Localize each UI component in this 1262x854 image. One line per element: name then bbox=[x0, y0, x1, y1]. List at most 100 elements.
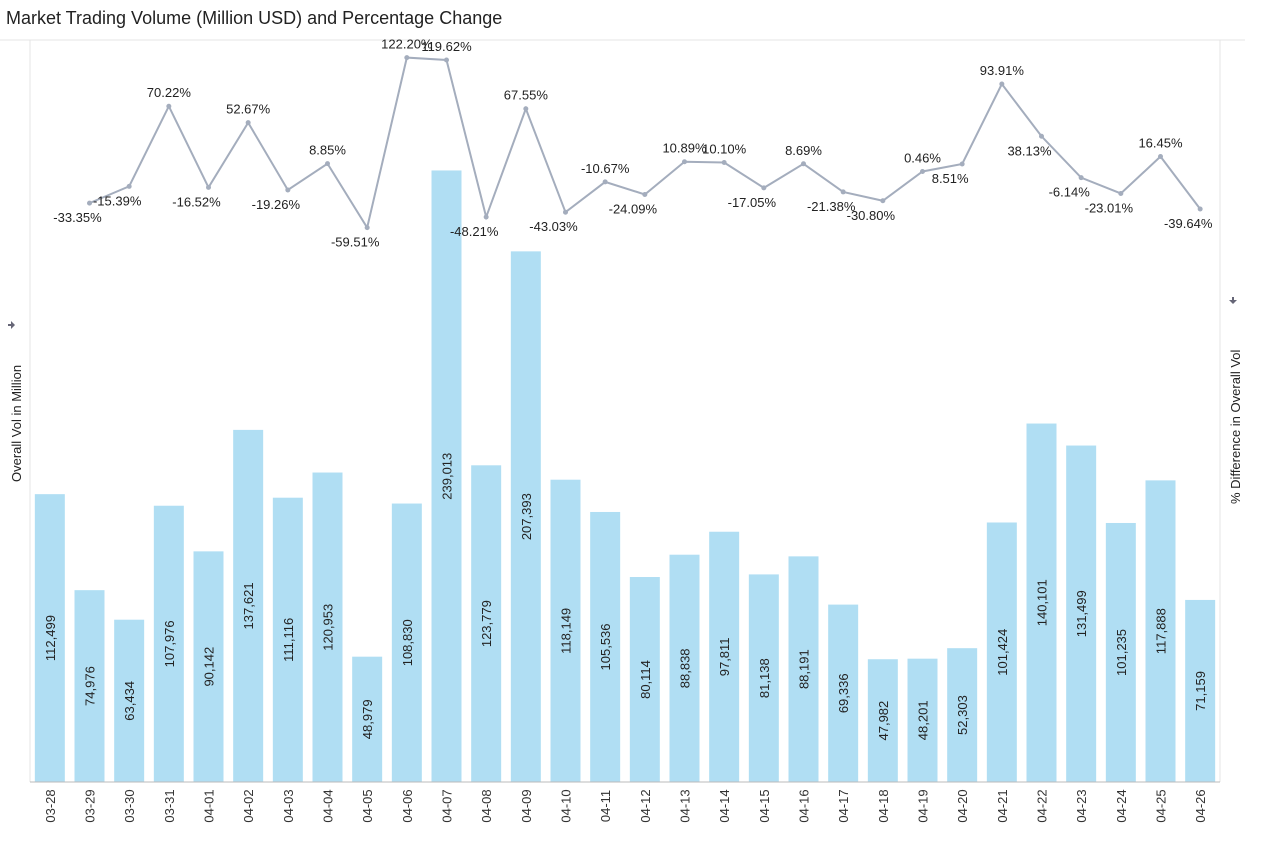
x-tick-label: 04-20 bbox=[955, 789, 970, 822]
line-point bbox=[245, 120, 251, 126]
bar bbox=[233, 429, 264, 782]
x-tick-label: 04-23 bbox=[1074, 789, 1089, 822]
x-tick-label: 04-02 bbox=[241, 789, 256, 822]
line-value-label: 0.46% bbox=[904, 151, 941, 166]
bar bbox=[391, 503, 422, 782]
line-point bbox=[166, 103, 172, 109]
bar-value-label: 48,201 bbox=[916, 700, 931, 740]
bar-value-label: 137,621 bbox=[241, 582, 256, 629]
x-tick-label: 04-05 bbox=[360, 789, 375, 822]
chart-title: Market Trading Volume (Million USD) and … bbox=[6, 8, 502, 28]
line-point bbox=[840, 189, 846, 195]
bar-value-label: 101,424 bbox=[995, 629, 1010, 676]
line-point bbox=[880, 198, 886, 204]
line-value-label: 16.45% bbox=[1138, 136, 1183, 151]
x-tick-label: 04-10 bbox=[559, 789, 574, 822]
line-point bbox=[364, 225, 370, 231]
bar bbox=[312, 472, 343, 782]
line-point bbox=[126, 183, 132, 189]
x-tick-label: 04-03 bbox=[281, 789, 296, 822]
line-value-label: 8.85% bbox=[309, 143, 346, 158]
line-value-label: 8.69% bbox=[785, 143, 822, 158]
x-tick-label: 04-08 bbox=[479, 789, 494, 822]
line-point bbox=[999, 81, 1005, 87]
line-point bbox=[642, 191, 648, 197]
bar-value-label: 74,976 bbox=[83, 666, 98, 706]
bar-value-label: 71,159 bbox=[1193, 671, 1208, 711]
bar-value-label: 52,303 bbox=[955, 695, 970, 735]
line-point bbox=[483, 214, 489, 220]
bar bbox=[828, 604, 859, 782]
bar-value-label: 90,142 bbox=[202, 647, 217, 687]
line-value-label: 70.22% bbox=[147, 85, 192, 100]
bar bbox=[788, 556, 819, 782]
line-point bbox=[285, 187, 291, 193]
bar bbox=[431, 170, 462, 782]
bar-value-label: 123,779 bbox=[479, 600, 494, 647]
bar bbox=[669, 554, 700, 782]
x-tick-label: 03-31 bbox=[162, 789, 177, 822]
line-point bbox=[563, 209, 568, 215]
bar bbox=[1105, 522, 1136, 782]
line-point bbox=[87, 200, 92, 206]
bar bbox=[867, 659, 898, 782]
x-tick-label: 04-15 bbox=[757, 789, 772, 822]
line-value-label: 10.89% bbox=[662, 141, 707, 156]
x-tick-label: 04-22 bbox=[1035, 789, 1050, 822]
x-tick-label: 04-11 bbox=[598, 790, 613, 822]
line-point bbox=[444, 57, 449, 63]
line-value-label: -33.35% bbox=[53, 210, 102, 225]
line-value-label: -15.39% bbox=[93, 193, 142, 208]
bar bbox=[986, 522, 1017, 782]
x-tick-label: 03-29 bbox=[83, 789, 98, 822]
bar-value-label: 88,191 bbox=[797, 649, 812, 689]
bar-value-label: 108,830 bbox=[400, 619, 415, 666]
pin-icon bbox=[8, 321, 15, 329]
bar bbox=[748, 574, 779, 782]
bar bbox=[352, 656, 383, 782]
x-tick-label: 04-16 bbox=[797, 789, 812, 822]
bar-value-label: 120,953 bbox=[321, 604, 336, 651]
bar bbox=[74, 590, 105, 782]
bar bbox=[272, 497, 303, 782]
x-tick-label: 04-19 bbox=[916, 789, 931, 822]
bar-value-label: 111,116 bbox=[281, 618, 296, 662]
bar bbox=[1145, 480, 1176, 782]
line-value-label: -19.26% bbox=[252, 197, 301, 212]
line-point bbox=[1197, 206, 1203, 212]
line-point bbox=[801, 161, 806, 167]
bar bbox=[907, 658, 938, 782]
line-point bbox=[682, 159, 687, 165]
line-point bbox=[1118, 190, 1124, 196]
x-tick-label: 04-01 bbox=[202, 789, 217, 822]
x-tick-label: 04-17 bbox=[836, 789, 851, 822]
x-tick-label: 03-30 bbox=[122, 789, 137, 822]
line-point bbox=[206, 184, 211, 190]
line-value-label: 10.10% bbox=[702, 141, 747, 156]
line-value-label: -10.67% bbox=[581, 161, 630, 176]
bar bbox=[590, 511, 621, 782]
bar bbox=[471, 465, 502, 782]
line-point bbox=[404, 55, 410, 61]
pin-icon bbox=[1229, 297, 1237, 304]
line-point bbox=[920, 169, 925, 175]
y2-axis-title: % Difference in Overall Vol bbox=[1228, 350, 1243, 504]
line-value-label: -43.03% bbox=[529, 219, 578, 234]
x-tick-label: 04-07 bbox=[440, 789, 455, 822]
bar bbox=[153, 505, 184, 782]
bar-value-label: 101,235 bbox=[1114, 629, 1129, 676]
line-point bbox=[959, 161, 965, 167]
bar-value-label: 47,982 bbox=[876, 701, 891, 741]
line-value-label: -23.01% bbox=[1085, 200, 1134, 215]
bar bbox=[1026, 423, 1057, 782]
bar bbox=[114, 619, 145, 782]
bar-value-label: 239,013 bbox=[440, 453, 455, 500]
line-value-label: -17.05% bbox=[728, 195, 777, 210]
line-value-label: 93.91% bbox=[980, 63, 1025, 78]
x-tick-label: 04-24 bbox=[1114, 789, 1129, 822]
bar-value-label: 117,888 bbox=[1154, 608, 1169, 654]
line-value-label: -24.09% bbox=[609, 201, 658, 216]
line-value-label: 67.55% bbox=[504, 88, 549, 103]
line-point bbox=[325, 161, 330, 167]
